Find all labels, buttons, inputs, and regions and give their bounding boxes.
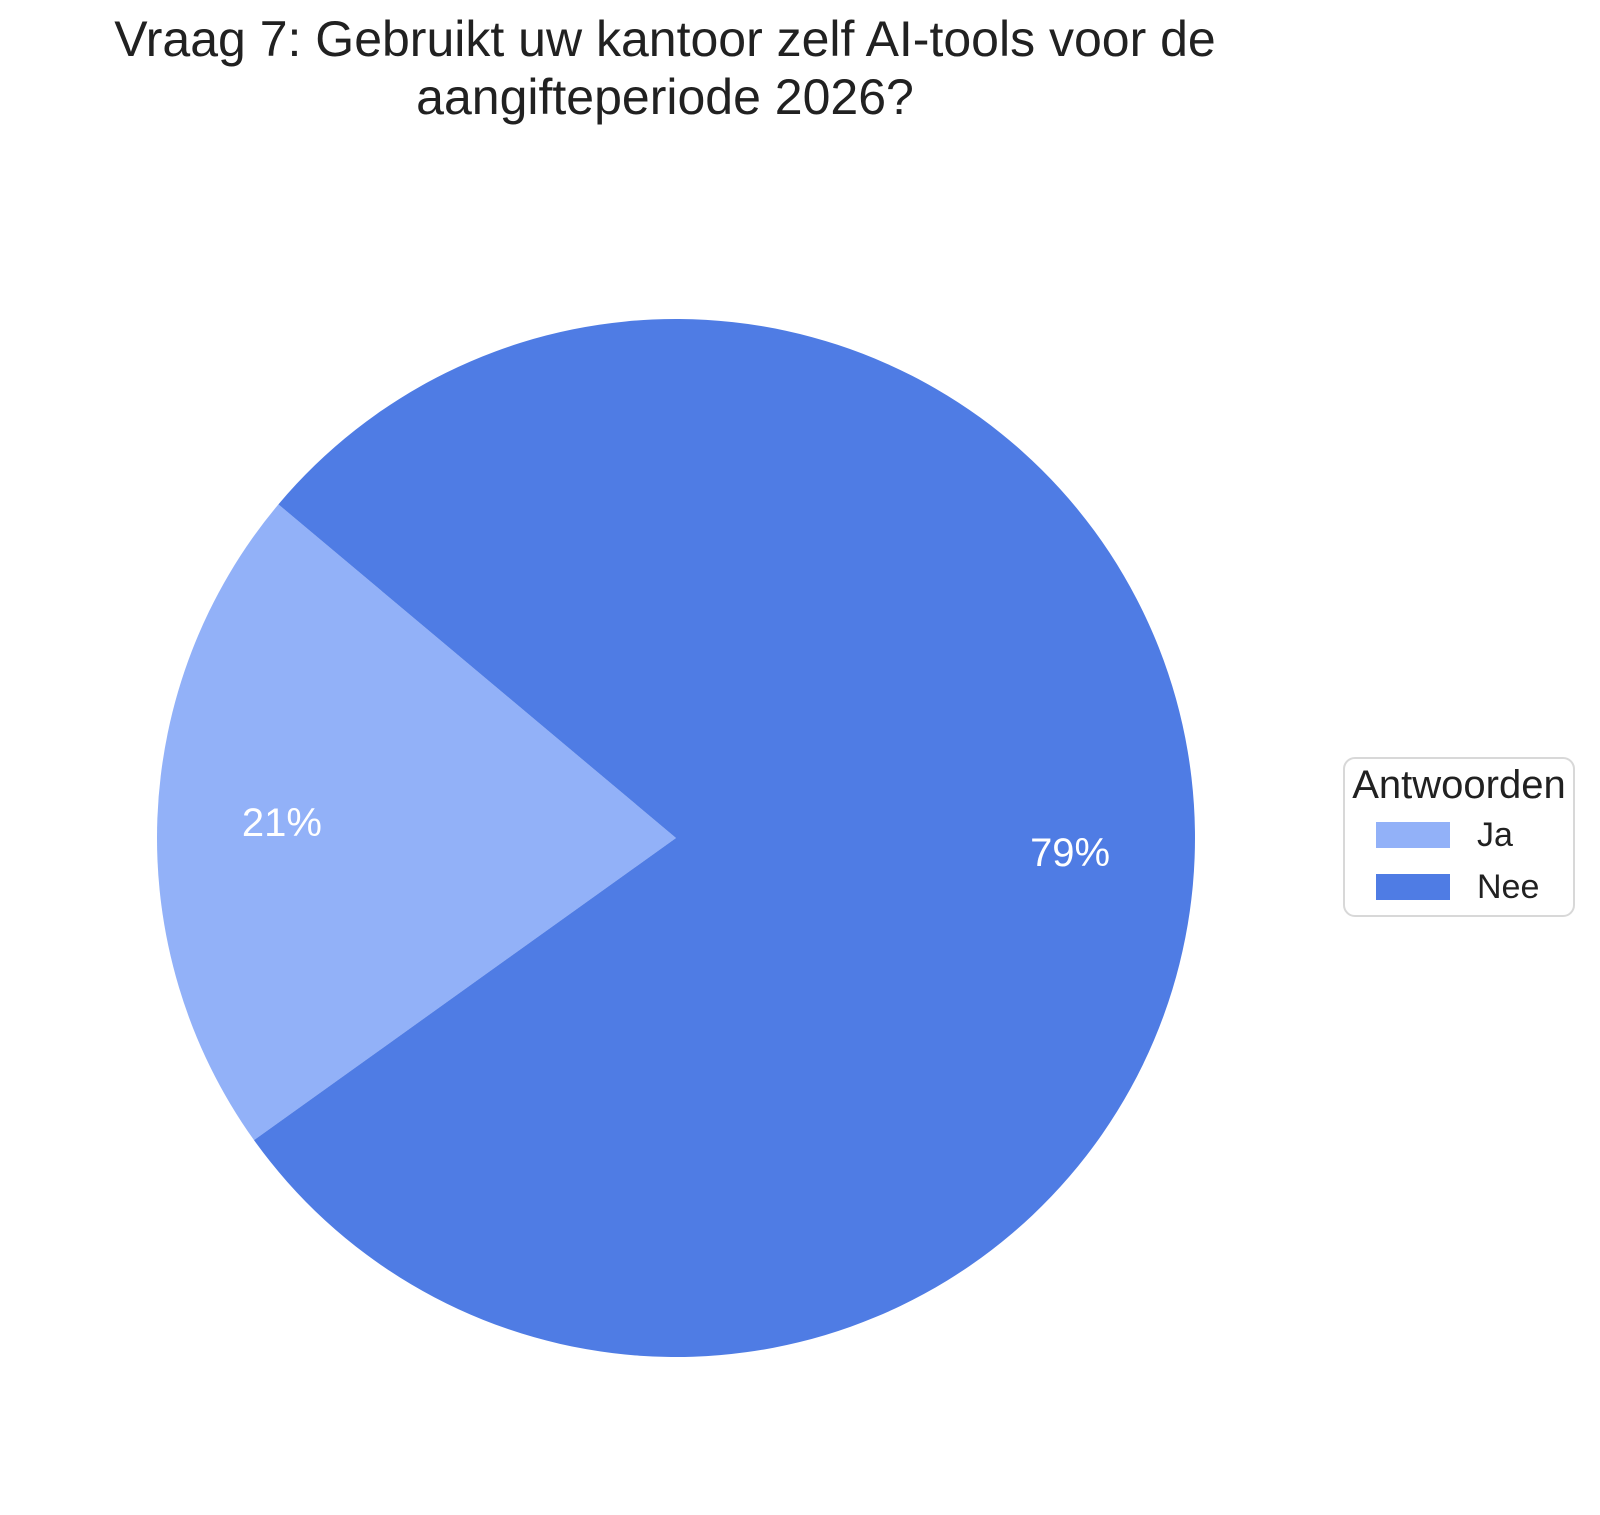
pie-slice-label-ja: 21% [242,801,322,845]
legend-label-ja: Ja [1477,816,1513,854]
chart-title: Vraag 7: Gebruikt uw kantoor zelf AI-too… [0,10,1330,126]
pie-slice-label-nee: 79% [1030,831,1110,875]
legend-item-nee[interactable]: Nee [1376,868,1540,906]
pie-slice-ja[interactable] [156,504,677,1141]
legend-swatch-ja [1376,822,1450,848]
chart-title-line2: aangifteperiode 2026? [416,69,914,125]
chart-title-line1: Vraag 7: Gebruikt uw kantoor zelf AI-too… [114,11,1216,67]
legend: Antwoorden Ja Nee [1343,757,1575,917]
legend-item-ja[interactable]: Ja [1376,816,1513,854]
legend-label-nee: Nee [1477,868,1540,906]
legend-title: Antwoorden [1352,763,1566,807]
pie-slice-nee[interactable] [254,318,1195,1357]
legend-swatch-nee [1376,874,1450,900]
